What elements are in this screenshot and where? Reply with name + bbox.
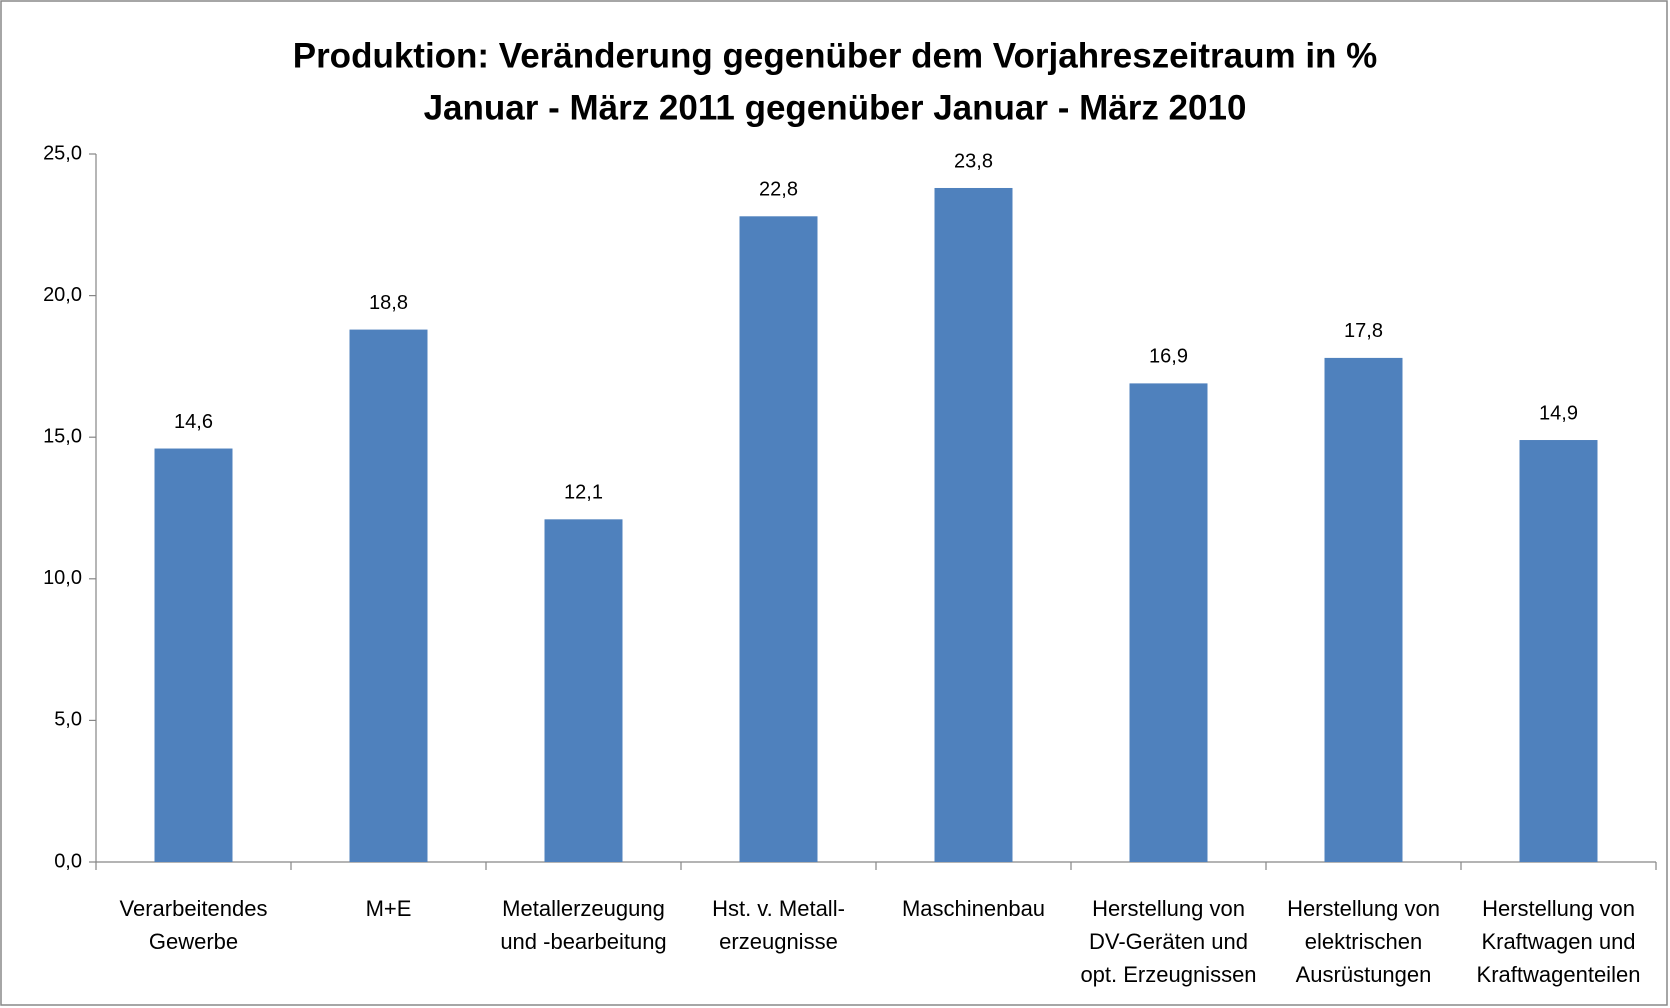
data-label: 16,9 bbox=[1149, 346, 1188, 368]
x-tick-label: Verarbeitendes Gewerbe bbox=[120, 896, 268, 954]
bar bbox=[349, 329, 428, 863]
bar bbox=[934, 187, 1013, 862]
chart-title: Produktion: Veränderung gegenüber dem Vo… bbox=[293, 36, 1378, 75]
data-label: 12,1 bbox=[564, 482, 603, 504]
bar bbox=[544, 519, 623, 862]
y-tick-label: 5,0 bbox=[54, 709, 82, 731]
bar bbox=[1129, 383, 1208, 862]
y-tick-label: 25,0 bbox=[43, 142, 82, 164]
x-tick-label: Metallerzeugung und -bearbeitung bbox=[500, 896, 666, 954]
x-tick-label: Herstellung von DV-Geräten und opt. Erzeug… bbox=[1080, 896, 1256, 987]
x-tick-label: M+E bbox=[366, 896, 412, 921]
x-tick-label: Maschinenbau bbox=[902, 896, 1045, 921]
bar bbox=[154, 448, 233, 862]
y-tick-label: 10,0 bbox=[43, 567, 82, 589]
data-label: 14,6 bbox=[174, 411, 213, 433]
bar bbox=[1519, 440, 1598, 862]
x-tick-label: Herstellung von elektrischen Ausrüstungen bbox=[1287, 896, 1440, 987]
x-tick-label: Herstellung von Kraftwagen und Kraftwagent… bbox=[1477, 896, 1641, 987]
y-tick-label: 15,0 bbox=[43, 425, 82, 447]
bar bbox=[1324, 357, 1403, 862]
data-label: 22,8 bbox=[759, 179, 798, 201]
data-label: 18,8 bbox=[369, 292, 408, 314]
data-label: 14,9 bbox=[1539, 402, 1578, 424]
bar bbox=[739, 216, 818, 862]
data-label: 23,8 bbox=[954, 150, 993, 172]
y-tick-label: 0,0 bbox=[54, 850, 82, 872]
y-tick-label: 20,0 bbox=[43, 284, 82, 306]
chart-subtitle: Januar - März 2011 gegenüber Januar - Mä… bbox=[424, 88, 1247, 127]
x-tick-label: Hst. v. Metall-erzeugnisse bbox=[712, 896, 845, 954]
data-label: 17,8 bbox=[1344, 320, 1383, 342]
